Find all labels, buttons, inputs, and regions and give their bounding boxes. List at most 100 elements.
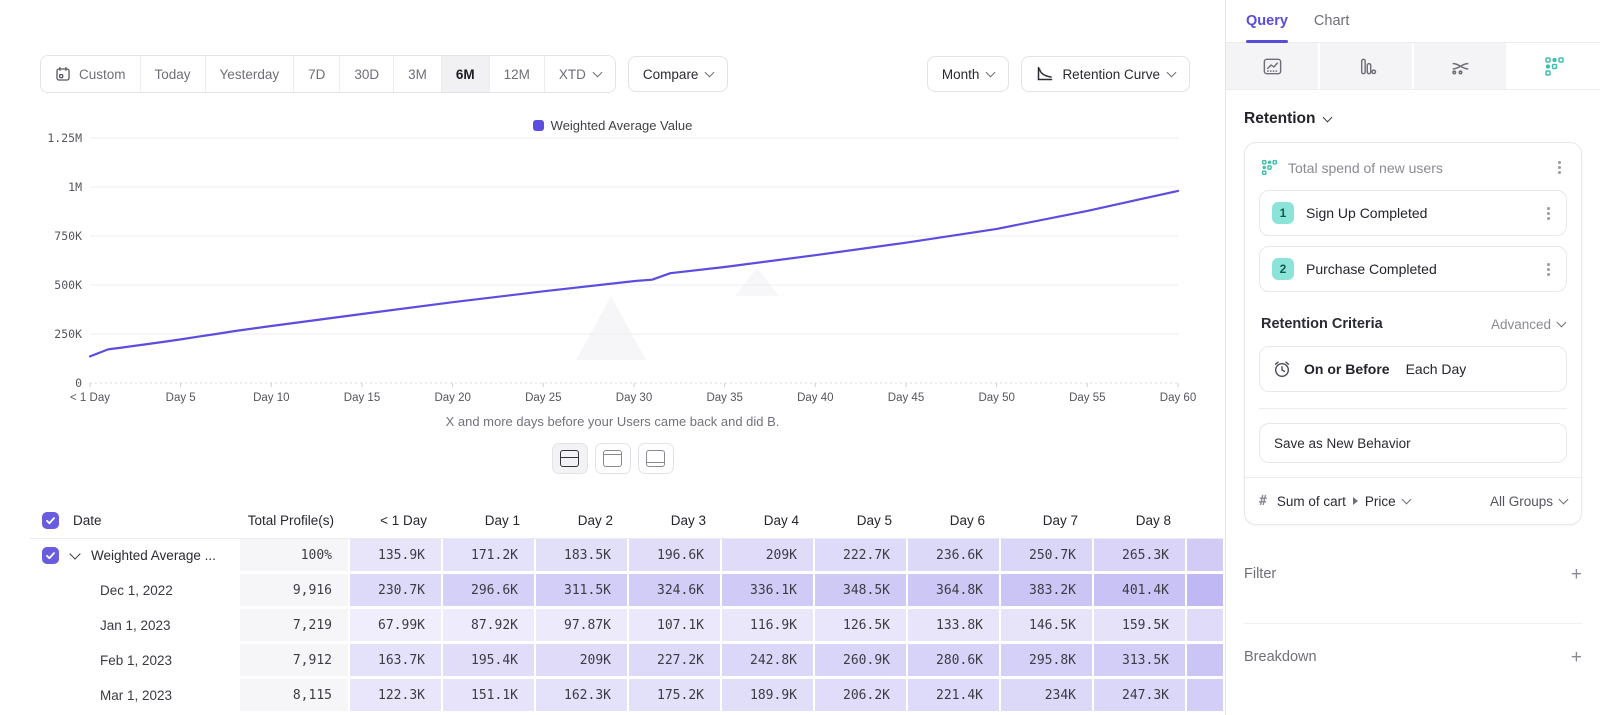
- retention-section-header[interactable]: Retention: [1244, 110, 1582, 128]
- compare-button[interactable]: Compare: [627, 56, 729, 92]
- chevron-down-icon: [1556, 317, 1567, 328]
- top-pane-view-toggle[interactable]: [594, 443, 631, 474]
- metric-card: Total spend of new users 1 Sign Up Compl…: [1244, 142, 1582, 525]
- granularity-button[interactable]: Month: [926, 56, 1010, 92]
- retention-value-cell: 313.5K: [1094, 644, 1187, 679]
- retention-section-label: Retention: [1244, 110, 1316, 127]
- range-12m[interactable]: 12M: [489, 56, 545, 92]
- add-breakdown-button[interactable]: +: [1570, 646, 1582, 668]
- clipped-value-cell: [1187, 609, 1225, 644]
- criteria-row[interactable]: On or Before Each Day: [1259, 346, 1567, 392]
- retention-value-cell: 383.2K: [1001, 574, 1094, 609]
- x-axis-title: X and more days before your Users came b…: [445, 414, 780, 429]
- svg-text:Day 35: Day 35: [706, 392, 742, 404]
- retention-value-cell: 126.5K: [815, 609, 908, 644]
- range-label: 30D: [354, 66, 380, 82]
- line-chart-tab[interactable]: [1226, 43, 1320, 89]
- kebab-menu-icon[interactable]: [1547, 211, 1550, 215]
- range-3m[interactable]: 3M: [394, 56, 442, 92]
- svg-text:500K: 500K: [54, 278, 82, 292]
- retention-value-cell: 247.3K: [1094, 679, 1187, 714]
- clipped-value-cell: [1187, 644, 1225, 679]
- row-label-cell: Dec 1, 2022: [30, 574, 240, 609]
- legend-swatch: [532, 119, 544, 131]
- total-profiles-cell: 8,115: [240, 679, 350, 714]
- retention-value-cell: 260.9K: [815, 644, 908, 679]
- range-6m[interactable]: 6M: [441, 56, 490, 92]
- retention-value-cell: 295.8K: [1001, 644, 1094, 679]
- toolbar: Custom Today Yesterday 7D 30D 3M 6M 12M XTD Comp…: [40, 55, 1190, 93]
- filter-label: Filter: [1244, 566, 1277, 582]
- retention-value-cell: 183.5K: [536, 539, 629, 574]
- chevron-down-icon: [1323, 112, 1333, 123]
- svg-text:750K: 750K: [54, 229, 82, 243]
- groups-dropdown[interactable]: All Groups: [1489, 493, 1569, 509]
- retention-value-cell: 230.7K: [350, 574, 443, 609]
- kebab-menu-icon[interactable]: [1558, 166, 1561, 169]
- advanced-dropdown[interactable]: Advanced: [1491, 317, 1567, 332]
- retention-value-cell: 336.1K: [722, 574, 815, 609]
- save-as-new-behavior-button[interactable]: Save as New Behavior: [1259, 423, 1567, 463]
- measure-dropdown[interactable]: Sum of cart Price: [1277, 494, 1480, 509]
- retention-value-cell: 206.2K: [815, 679, 908, 714]
- retention-value-cell: 234K: [1001, 679, 1094, 714]
- range-xtd[interactable]: XTD: [544, 56, 615, 92]
- kebab-menu-icon[interactable]: [1547, 267, 1550, 271]
- granularity-label: Month: [941, 66, 980, 82]
- step-label: Sign Up Completed: [1306, 205, 1428, 221]
- alarm-clock-icon: [1272, 359, 1292, 379]
- flows-tab[interactable]: [1414, 43, 1508, 89]
- checkbox[interactable]: [42, 546, 59, 564]
- step-row-2[interactable]: 2 Purchase Completed: [1259, 246, 1567, 292]
- retention-grid-icon: [1544, 56, 1565, 77]
- retention-value-cell: 348.5K: [815, 574, 908, 609]
- bar-chart-tab[interactable]: [1320, 43, 1414, 89]
- svg-text:Day 55: Day 55: [1069, 392, 1105, 404]
- date-range-picker: Custom Today Yesterday 7D 30D 3M 6M 12M XTD: [40, 55, 616, 93]
- range-label: 12M: [503, 66, 530, 82]
- svg-text:Day 45: Day 45: [888, 392, 924, 404]
- chart-type-button[interactable]: Retention Curve: [1021, 56, 1190, 92]
- split-view-toggle[interactable]: [551, 443, 588, 474]
- watermark-triangle: [576, 296, 646, 360]
- tab-chart-label: Chart: [1313, 13, 1350, 29]
- view-toggle-group: [0, 443, 1225, 474]
- range-custom[interactable]: Custom: [41, 56, 141, 92]
- range-today[interactable]: Today: [140, 56, 206, 92]
- retention-tab[interactable]: [1508, 43, 1600, 89]
- retention-value-cell: 221.4K: [908, 679, 1001, 714]
- retention-value-cell: 87.92K: [443, 609, 536, 644]
- step-row-1[interactable]: 1 Sign Up Completed: [1259, 190, 1567, 236]
- retention-curve-icon: [1036, 66, 1054, 82]
- chevron-down-icon: [1166, 67, 1177, 78]
- calendar-icon: [55, 66, 71, 82]
- svg-text:Day 10: Day 10: [253, 392, 289, 404]
- groups-label: All Groups: [1489, 493, 1553, 509]
- retention-value-cell: 107.1K: [629, 609, 722, 644]
- chevron-down-icon[interactable]: [69, 547, 81, 560]
- total-profiles-cell: 7,912: [240, 644, 350, 679]
- query-panel: Query Chart: [1225, 0, 1600, 715]
- tab-chart[interactable]: Chart: [1314, 0, 1349, 42]
- retention-value-cell: 67.99K: [350, 609, 443, 644]
- range-7d[interactable]: 7D: [294, 56, 341, 92]
- add-filter-button[interactable]: +: [1570, 563, 1582, 585]
- retention-value-cell: 133.8K: [908, 609, 1001, 644]
- step-number-badge: 2: [1272, 258, 1294, 280]
- row-label-cell: Jan 1, 2023: [30, 609, 240, 644]
- tab-query[interactable]: Query: [1246, 0, 1288, 43]
- checkbox[interactable]: [42, 511, 59, 529]
- column-header: Day 3: [670, 512, 706, 528]
- bottom-pane-view-toggle[interactable]: [637, 443, 674, 474]
- metric-card-header: Total spend of new users: [1259, 157, 1567, 180]
- retention-value-cell: 296.6K: [443, 574, 536, 609]
- retention-value-cell: 324.6K: [629, 574, 722, 609]
- breakdown-label: Breakdown: [1244, 649, 1317, 665]
- range-label: Custom: [79, 66, 126, 82]
- step-number-badge: 1: [1272, 202, 1294, 224]
- svg-text:Day 60: Day 60: [1160, 392, 1196, 404]
- top-pane-icon: [603, 450, 622, 467]
- range-yesterday[interactable]: Yesterday: [205, 56, 295, 92]
- range-30d[interactable]: 30D: [340, 56, 395, 92]
- table-row: Weighted Average ... 100% 135.9K 171.2K 183.…: [30, 539, 1225, 574]
